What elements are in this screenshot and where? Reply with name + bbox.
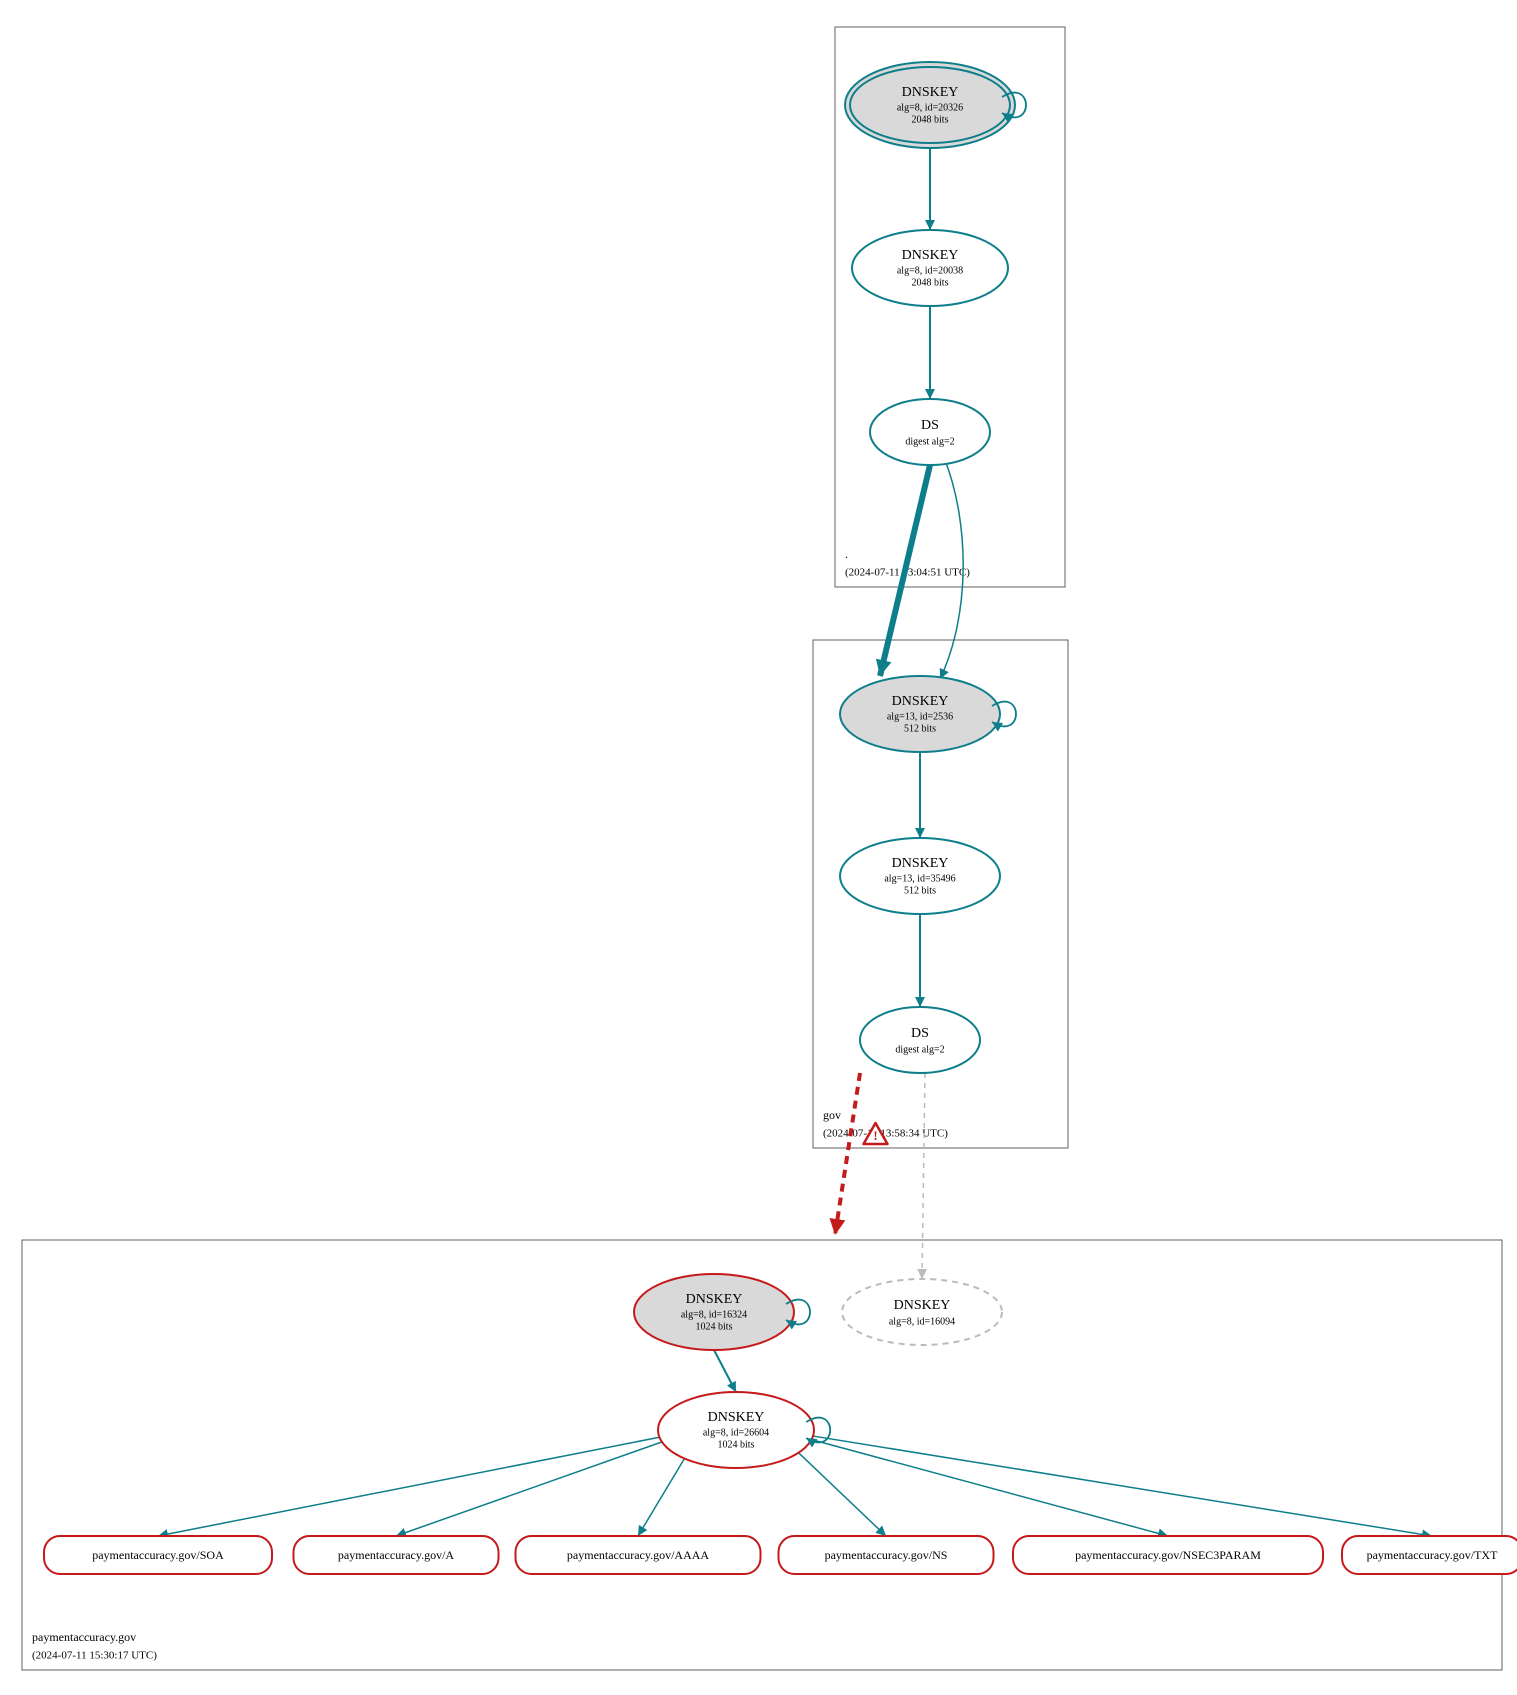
node-gov_ksk: DNSKEY alg=13, id=2536512 bits	[840, 676, 1016, 752]
node-pa_zsk: DNSKEY alg=8, id=266041024 bits	[658, 1392, 830, 1468]
svg-text:.: .	[845, 547, 848, 561]
svg-text:paymentaccuracy.gov/A: paymentaccuracy.gov/A	[338, 1548, 455, 1562]
svg-text:alg=8, id=20326: alg=8, id=20326	[897, 102, 963, 113]
svg-text:gov: gov	[823, 1108, 841, 1122]
svg-text:paymentaccuracy.gov/NSEC3PARAM: paymentaccuracy.gov/NSEC3PARAM	[1075, 1548, 1261, 1562]
svg-text:512 bits: 512 bits	[904, 885, 936, 896]
svg-text:alg=8, id=16324: alg=8, id=16324	[681, 1309, 747, 1320]
svg-text:digest alg=2: digest alg=2	[905, 436, 954, 447]
svg-text:!: !	[873, 1128, 877, 1143]
svg-text:1024 bits: 1024 bits	[696, 1321, 733, 1332]
svg-text:DNSKEY: DNSKEY	[686, 1292, 743, 1307]
node-gov_zsk: DNSKEY alg=13, id=35496512 bits	[840, 838, 1000, 914]
svg-text:paymentaccuracy.gov/TXT: paymentaccuracy.gov/TXT	[1367, 1548, 1498, 1562]
svg-text:DNSKEY: DNSKEY	[894, 1298, 951, 1313]
rr-rr_soa: paymentaccuracy.gov/SOA	[44, 1536, 272, 1574]
dnssec-diagram: .(2024-07-11 13:04:51 UTC)gov(2024-07-11…	[0, 0, 1517, 1690]
svg-text:DNSKEY: DNSKEY	[708, 1410, 765, 1425]
node-root_ksk: DNSKEY alg=8, id=203262048 bits	[845, 62, 1026, 148]
svg-text:DS: DS	[911, 1026, 929, 1041]
svg-text:(2024-07-11 13:58:34 UTC): (2024-07-11 13:58:34 UTC)	[823, 1128, 948, 1140]
svg-text:2048 bits: 2048 bits	[912, 277, 949, 288]
node-pa_ksk: DNSKEY alg=8, id=163241024 bits	[634, 1274, 810, 1350]
svg-text:1024 bits: 1024 bits	[718, 1439, 755, 1450]
svg-text:DNSKEY: DNSKEY	[902, 248, 959, 263]
svg-text:(2024-07-11 15:30:17 UTC): (2024-07-11 15:30:17 UTC)	[32, 1650, 157, 1662]
svg-text:alg=13, id=2536: alg=13, id=2536	[887, 711, 953, 722]
svg-text:DNSKEY: DNSKEY	[902, 85, 959, 100]
svg-text:paymentaccuracy.gov/AAAA: paymentaccuracy.gov/AAAA	[567, 1548, 710, 1562]
node-pa_unknown: DNSKEY alg=8, id=16094	[842, 1279, 1002, 1345]
svg-text:DS: DS	[921, 418, 939, 433]
svg-text:alg=8, id=20038: alg=8, id=20038	[897, 265, 963, 276]
svg-text:512 bits: 512 bits	[904, 723, 936, 734]
svg-text:2048 bits: 2048 bits	[912, 114, 949, 125]
node-root_ds: DS digest alg=2	[870, 399, 990, 465]
svg-text:paymentaccuracy.gov: paymentaccuracy.gov	[32, 1630, 136, 1644]
svg-text:alg=8, id=16094: alg=8, id=16094	[889, 1316, 955, 1327]
svg-text:paymentaccuracy.gov/SOA: paymentaccuracy.gov/SOA	[92, 1548, 224, 1562]
svg-text:paymentaccuracy.gov/NS: paymentaccuracy.gov/NS	[825, 1548, 948, 1562]
svg-text:DNSKEY: DNSKEY	[892, 856, 949, 871]
rr-rr_ns: paymentaccuracy.gov/NS	[779, 1536, 994, 1574]
rr-rr_a: paymentaccuracy.gov/A	[294, 1536, 499, 1574]
svg-text:DNSKEY: DNSKEY	[892, 694, 949, 709]
rr-rr_nsec: paymentaccuracy.gov/NSEC3PARAM	[1013, 1536, 1323, 1574]
edges: !	[158, 143, 1432, 1536]
rr-rr_aaaa: paymentaccuracy.gov/AAAA	[516, 1536, 761, 1574]
svg-text:digest alg=2: digest alg=2	[895, 1044, 944, 1055]
node-root_zsk: DNSKEY alg=8, id=200382048 bits	[852, 230, 1008, 306]
node-gov_ds: DS digest alg=2	[860, 1007, 980, 1073]
rr-rr_txt: paymentaccuracy.gov/TXT	[1342, 1536, 1517, 1574]
svg-text:alg=13, id=35496: alg=13, id=35496	[884, 873, 955, 884]
svg-text:alg=8, id=26604: alg=8, id=26604	[703, 1427, 769, 1438]
